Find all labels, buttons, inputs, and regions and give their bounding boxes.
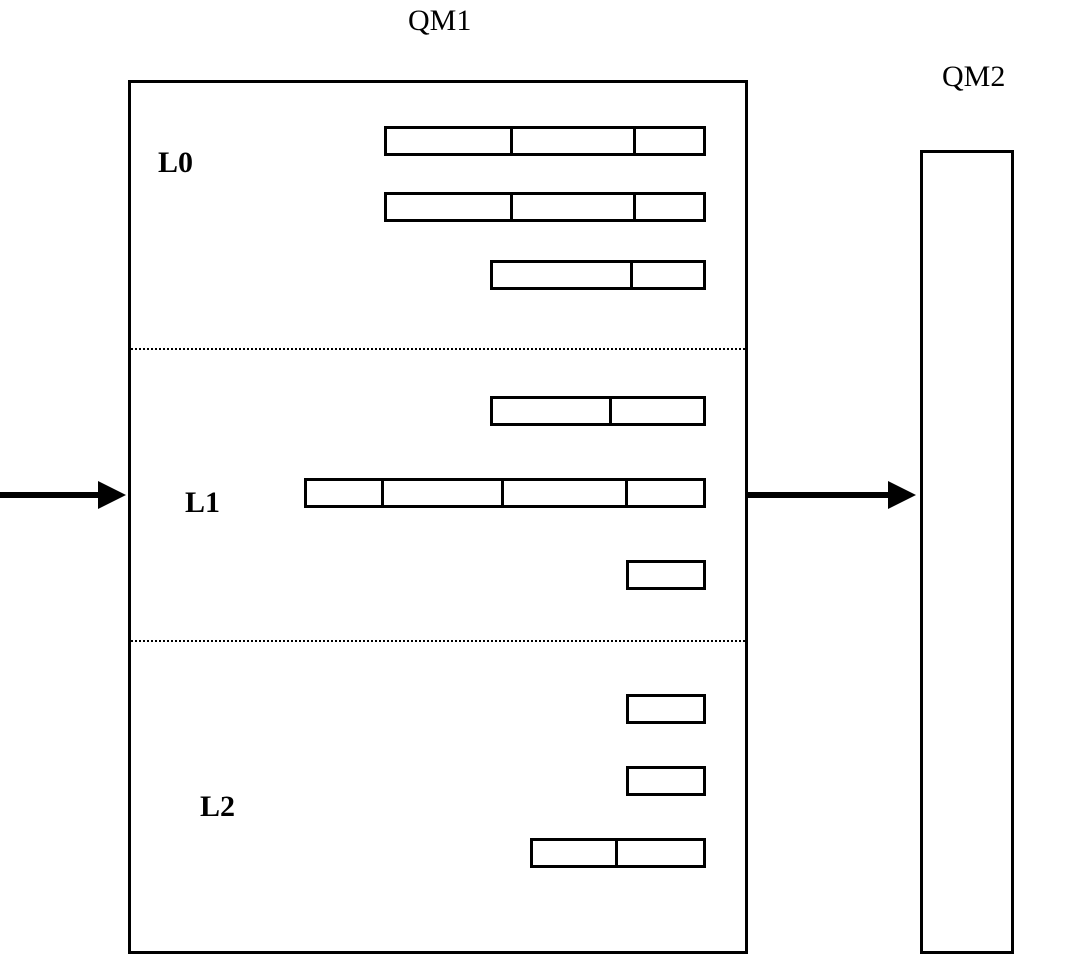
queue-cell	[633, 263, 703, 287]
arrow-line	[748, 492, 890, 498]
queue-cell	[387, 195, 513, 219]
l0-label: L0	[158, 146, 193, 180]
queue-l1-1	[304, 478, 706, 508]
queue-l2-1	[626, 766, 706, 796]
arrow-head-icon	[888, 481, 916, 509]
l1-label: L1	[185, 486, 220, 520]
queue-l0-1	[384, 192, 706, 222]
qm2-container	[920, 150, 1014, 954]
queue-cell	[618, 841, 703, 865]
queue-cell	[612, 399, 703, 423]
queue-l1-0	[490, 396, 706, 426]
queue-cell	[504, 481, 628, 505]
queue-cell	[307, 481, 384, 505]
queue-l1-2	[626, 560, 706, 590]
qm1-label: QM1	[408, 4, 471, 38]
qm2-label: QM2	[942, 60, 1005, 94]
queue-l2-0	[626, 694, 706, 724]
queue-cell	[493, 399, 612, 423]
queue-l0-0	[384, 126, 706, 156]
queue-cell	[636, 195, 703, 219]
l2-label: L2	[200, 790, 235, 824]
arrow-head-icon	[98, 481, 126, 509]
queue-cell	[636, 129, 703, 153]
queue-cell	[384, 481, 504, 505]
queue-cell	[533, 841, 618, 865]
queue-cell	[513, 129, 637, 153]
queue-cell	[493, 263, 633, 287]
queue-cell	[629, 563, 703, 587]
queue-cell	[629, 769, 703, 793]
queue-cell	[628, 481, 703, 505]
queue-l2-2	[530, 838, 706, 868]
queue-l0-2	[490, 260, 706, 290]
queue-cell	[387, 129, 513, 153]
divider-l1-l2	[131, 640, 745, 642]
divider-l0-l1	[131, 348, 745, 350]
arrow-line	[0, 492, 100, 498]
queue-cell	[629, 697, 703, 721]
queue-cell	[513, 195, 637, 219]
